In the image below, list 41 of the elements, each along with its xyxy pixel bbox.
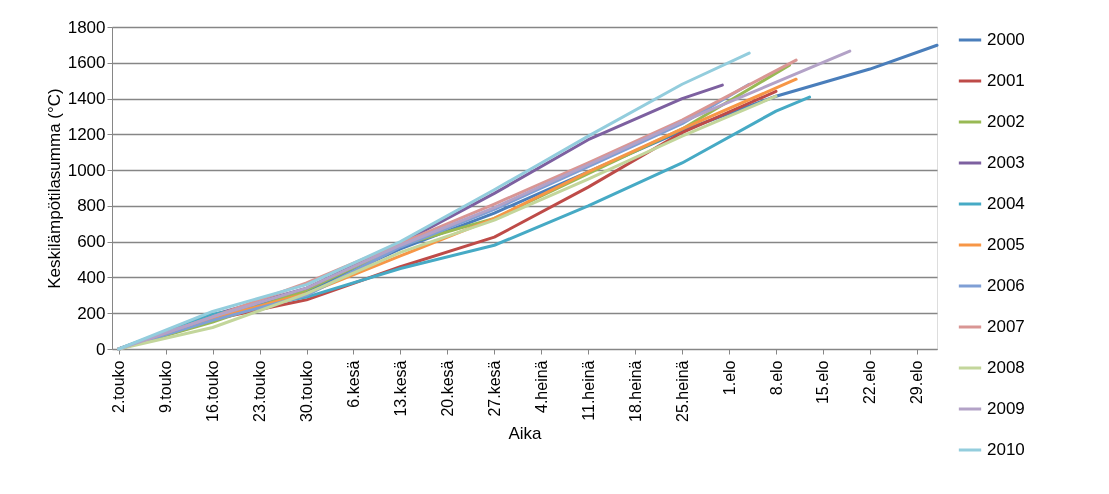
x-tick-label: 4.heinä	[532, 360, 550, 413]
x-tick-label: 27.kesä	[485, 360, 503, 417]
legend-label: 2008	[987, 358, 1025, 377]
x-tick-label: 29.elo	[908, 360, 926, 405]
y-tick-label: 800	[77, 196, 106, 216]
x-tick-label: 20.kesä	[438, 360, 456, 417]
x-tick-label: 6.kesä	[344, 360, 362, 408]
legend-label: 2003	[987, 153, 1025, 172]
x-tick-label: 9.touko	[157, 360, 175, 413]
x-tick-label: 18.heinä	[626, 360, 644, 422]
y-tick-label: 1800	[67, 17, 106, 37]
legend-label: 2005	[987, 235, 1025, 254]
y-tick-label: 200	[77, 303, 106, 323]
legend-label: 2004	[987, 194, 1025, 213]
legend-label: 2000	[987, 30, 1025, 49]
x-tick-label: 23.touko	[251, 360, 269, 422]
legend-label: 2006	[987, 276, 1025, 295]
y-tick-label: 0	[96, 339, 106, 359]
y-tick-label: 1000	[67, 160, 106, 180]
x-tick-label: 13.kesä	[391, 360, 409, 417]
legend-label: 2001	[987, 71, 1025, 90]
x-tick-label: 2.touko	[110, 360, 128, 413]
x-tick-label: 1.elo	[720, 360, 738, 396]
legend-label: 2007	[987, 317, 1025, 336]
legend-label: 2009	[987, 399, 1025, 418]
x-tick-label: 11.heinä	[579, 360, 597, 421]
x-axis-title: Aika	[508, 423, 543, 443]
x-tick-label: 22.elo	[861, 360, 879, 405]
y-tick-label: 400	[77, 267, 106, 287]
x-tick-label: 16.touko	[204, 360, 222, 422]
x-tick-label: 25.heinä	[673, 360, 691, 422]
x-tick-label: 30.touko	[298, 360, 316, 422]
y-tick-label: 1400	[67, 89, 106, 109]
x-tick-label: 15.elo	[814, 360, 832, 405]
legend-label: 2002	[987, 112, 1025, 131]
legend-label: 2010	[987, 440, 1025, 459]
y-tick-label: 600	[77, 232, 106, 252]
y-tick-label: 1600	[67, 53, 106, 73]
x-tick-label: 8.elo	[767, 360, 785, 396]
y-axis-title: Keskilämpötilasumma (°C)	[44, 88, 64, 289]
y-tick-label: 1200	[67, 124, 106, 144]
